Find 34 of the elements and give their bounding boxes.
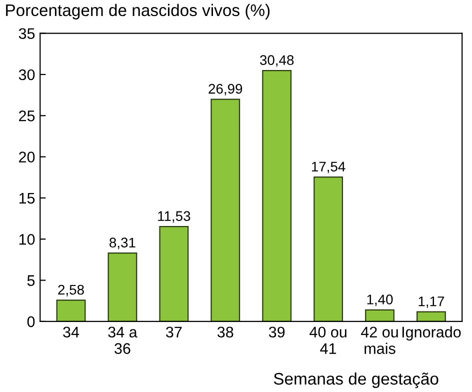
bar	[159, 226, 189, 322]
x-tick-label: 40 ou 41	[310, 326, 346, 354]
x-tick-label: 38	[217, 326, 234, 338]
bar	[416, 311, 446, 322]
x-tick-label: 34 a 36	[108, 326, 138, 354]
x-tick-label: 42 ou mais	[360, 326, 398, 354]
y-tick-label: 25	[19, 110, 35, 122]
data-label: 30,48	[260, 55, 294, 67]
y-tick-label: 35	[18, 28, 35, 40]
x-axis-title: Semanas de gestação	[274, 372, 438, 388]
y-tick-label: 20	[19, 152, 35, 162]
bar	[262, 70, 292, 322]
y-tick-label: 15	[19, 192, 35, 204]
bar	[314, 176, 343, 322]
data-label: 11,53	[158, 211, 190, 223]
bar	[108, 252, 138, 322]
x-tick-label: 39	[268, 326, 285, 338]
x-tick-label: 37	[166, 326, 182, 338]
data-label: 2,58	[58, 284, 84, 296]
data-label: 17,54	[312, 162, 346, 174]
y-tick-label: 10	[19, 234, 35, 245]
y-tick-label: 0	[27, 316, 35, 328]
bar	[56, 300, 86, 322]
data-label: 1,17	[418, 296, 444, 308]
bar	[210, 98, 240, 322]
x-tick-label: 34	[63, 326, 80, 338]
y-tick-label: 5	[27, 275, 35, 286]
y-tick-label: 30	[18, 69, 35, 80]
y-axis-title: Porcentagem de nascidos vivos (%)	[6, 4, 270, 20]
data-label: 26,99	[208, 84, 242, 96]
bar	[365, 309, 394, 322]
data-label: 8,31	[110, 238, 136, 250]
x-tick-label: Ignorado	[402, 326, 461, 341]
data-label: 1,40	[367, 294, 393, 306]
